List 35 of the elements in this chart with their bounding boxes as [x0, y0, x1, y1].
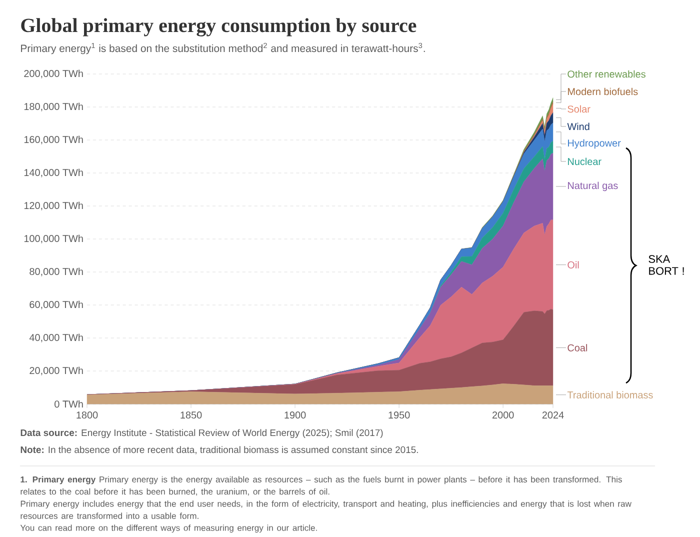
x-tick-label: 1800: [76, 412, 98, 419]
text: Primary energy includes energy that the end user needs, in the form of electricity, transport and heating, plus inefficiencies and energy that is lost when raw resources are transformed into a usable form.: [20, 500, 632, 519]
text: Data source: Energy Institute - Statistical Review of World Energy (2025); Smil (2017): [20, 429, 383, 438]
y-tick-label: 0 TWh: [54, 400, 83, 408]
series-label: Nuclear: [568, 158, 602, 166]
y-tick-label: 100,000 TWh: [24, 234, 83, 244]
series-label: Solar: [568, 105, 590, 113]
series-label: Modern biofuels: [568, 88, 638, 96]
x-tick-label: 1900: [284, 412, 306, 419]
series-label: Oil: [568, 261, 579, 268]
text: Note: In the absence of more recent data, traditional biomass is assumed constant since 2015.: [20, 446, 418, 454]
text: 1. Primary energy Primary energy is the energy available as resources – such as the fuels burnt in power plants – before it has been transformed. This relates to the coal before it has been burned, the uranium, or the barrels of oil.: [20, 476, 622, 496]
series-label: Coal: [568, 344, 588, 352]
y-tick-label: 20,000 TWh: [30, 366, 83, 376]
chart-subtitle: Primary energy$^{1}$ is based on the substitution method$^{2}$ and measured in terawatt-hours$^{3}$.: [21, 42, 425, 54]
series-label: Wind: [567, 122, 590, 130]
y-tick-label: 200,000 TWh: [24, 70, 83, 78]
series-label: Natural gas: [568, 182, 618, 192]
text: You can read more on the different ways of measuring energy in our article.: [20, 524, 317, 533]
y-tick-label: 120,000 TWh: [24, 202, 83, 210]
x-tick-label: 1950: [388, 412, 410, 419]
y-tick-label: 180,000 TWh: [24, 102, 83, 112]
text: SKA BORT !: [648, 255, 684, 275]
y-tick-label: 60,000 TWh: [30, 300, 83, 310]
chart-title: Global primary energy consumption by source: [21, 18, 416, 36]
y-tick-label: 40,000 TWh: [29, 334, 83, 342]
x-tick-label: 2024: [542, 412, 564, 419]
y-tick-label: 160,000 TWh: [24, 136, 83, 144]
x-tick-label: 2000: [492, 412, 514, 419]
y-tick-label: 140,000 TWh: [24, 168, 83, 178]
series-label: Traditional biomass: [567, 391, 653, 398]
x-tick-label: 1850: [180, 412, 202, 419]
series-label: Hydropower: [568, 139, 621, 149]
y-tick-label: 80,000 TWh: [30, 268, 83, 276]
text: Other renewables: [568, 70, 646, 78]
